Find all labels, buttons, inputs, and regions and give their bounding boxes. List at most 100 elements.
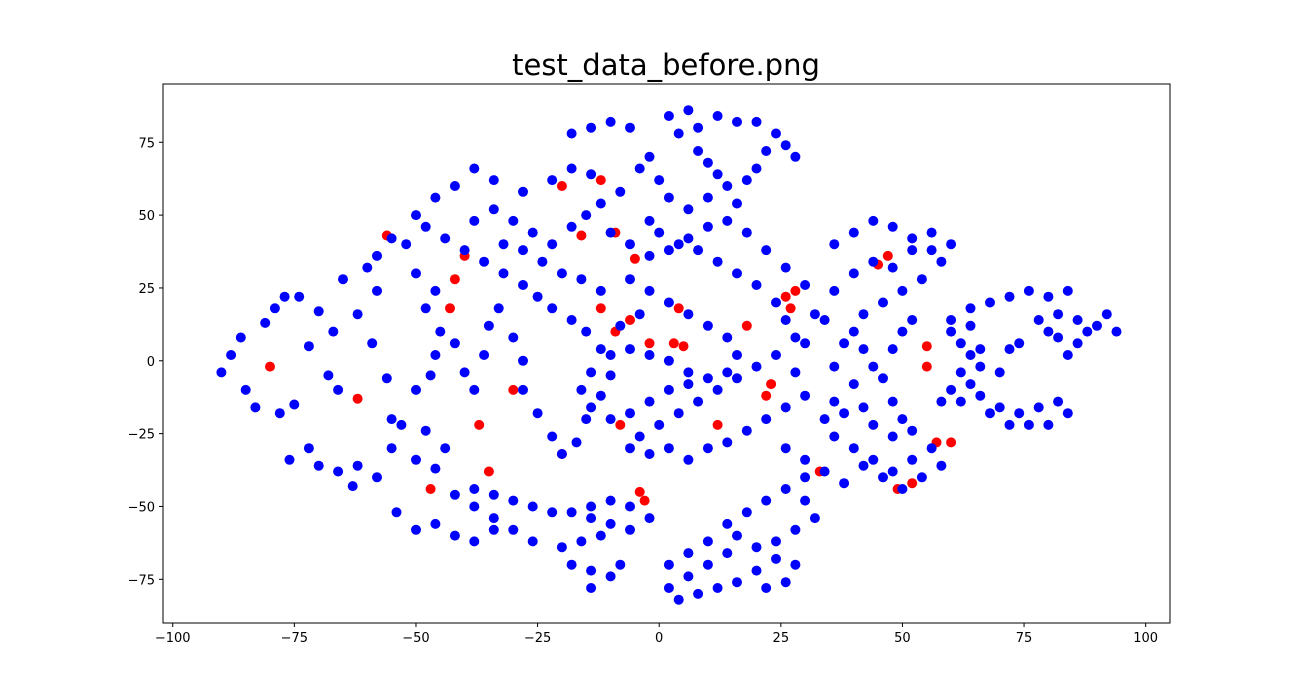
data-point (532, 408, 543, 419)
data-point (547, 507, 558, 518)
data-point (722, 215, 733, 226)
data-point (556, 181, 567, 191)
data-point (965, 303, 976, 314)
data-point (1053, 309, 1064, 320)
data-point (663, 111, 674, 121)
data-point (722, 181, 733, 191)
data-point (936, 256, 947, 267)
data-point (547, 303, 558, 314)
data-point (907, 454, 918, 465)
data-point (644, 250, 655, 261)
data-point (654, 175, 665, 186)
data-point (683, 105, 694, 116)
data-point (269, 303, 280, 314)
data-point (430, 463, 441, 474)
data-point (644, 396, 655, 407)
data-point (508, 332, 519, 343)
data-point (556, 449, 567, 459)
data-point (430, 285, 441, 296)
data-point (663, 245, 674, 256)
data-point (761, 245, 772, 256)
data-point (411, 454, 421, 465)
data-point (508, 384, 519, 395)
data-point (800, 390, 811, 401)
data-point (829, 396, 840, 407)
data-point (566, 221, 577, 232)
data-point (1033, 315, 1044, 325)
data-point (532, 291, 543, 302)
data-point (761, 495, 772, 506)
data-point (586, 583, 597, 593)
data-point (916, 472, 927, 483)
data-point (897, 414, 908, 425)
data-point (644, 513, 655, 524)
x-tick-label: 75 (1016, 631, 1033, 646)
data-point (605, 116, 616, 127)
data-point (678, 341, 689, 352)
data-point (498, 239, 509, 250)
data-point (1053, 332, 1064, 343)
data-point (518, 245, 528, 256)
data-point (576, 230, 587, 241)
data-point (683, 233, 694, 244)
data-point (761, 583, 772, 593)
data-point (761, 414, 772, 425)
data-point (780, 315, 791, 325)
data-point (265, 361, 275, 372)
data-point (819, 315, 830, 325)
data-point (673, 128, 684, 139)
data-point (323, 370, 334, 381)
data-point (498, 268, 509, 279)
data-point (1092, 320, 1102, 331)
data-point (732, 577, 742, 588)
data-point (586, 402, 597, 413)
data-point (493, 303, 504, 314)
data-point (488, 175, 499, 186)
data-point (848, 326, 859, 337)
x-tick-label: 0 (655, 631, 663, 646)
data-point (294, 291, 305, 302)
data-point (347, 481, 358, 492)
data-point (839, 478, 850, 489)
data-point (921, 341, 932, 352)
data-point (396, 419, 407, 430)
data-point (527, 536, 538, 547)
data-point (250, 402, 261, 413)
data-point (508, 524, 519, 535)
data-point (683, 367, 694, 378)
data-point (581, 414, 592, 425)
data-point (303, 341, 314, 352)
x-tick-label: −50 (402, 631, 429, 646)
data-point (693, 245, 704, 256)
data-point (328, 326, 339, 337)
data-point (605, 350, 616, 360)
data-point (771, 350, 781, 360)
data-point (741, 425, 752, 436)
data-point (848, 379, 859, 390)
data-point (1072, 315, 1083, 325)
data-point (702, 157, 713, 168)
data-point (639, 495, 650, 506)
data-point (722, 437, 733, 448)
y-tick-label: 25 (138, 282, 155, 297)
data-point (420, 425, 431, 436)
data-point (430, 192, 441, 203)
x-axis: −100 −75 −50 −25 0 25 50 75 100 (155, 623, 1158, 646)
data-point (469, 215, 480, 226)
data-point (449, 338, 460, 349)
series-1 (265, 175, 957, 506)
data-point (790, 285, 801, 296)
data-point (595, 175, 606, 186)
data-point (445, 303, 455, 314)
data-point (780, 262, 791, 273)
data-point (386, 233, 397, 244)
data-point (780, 140, 791, 151)
data-point (858, 402, 869, 413)
data-point (965, 350, 976, 360)
data-point (615, 559, 626, 570)
data-point (411, 210, 421, 221)
data-point (741, 175, 752, 186)
data-point (391, 507, 402, 518)
data-point (780, 577, 791, 588)
data-point (683, 454, 694, 465)
